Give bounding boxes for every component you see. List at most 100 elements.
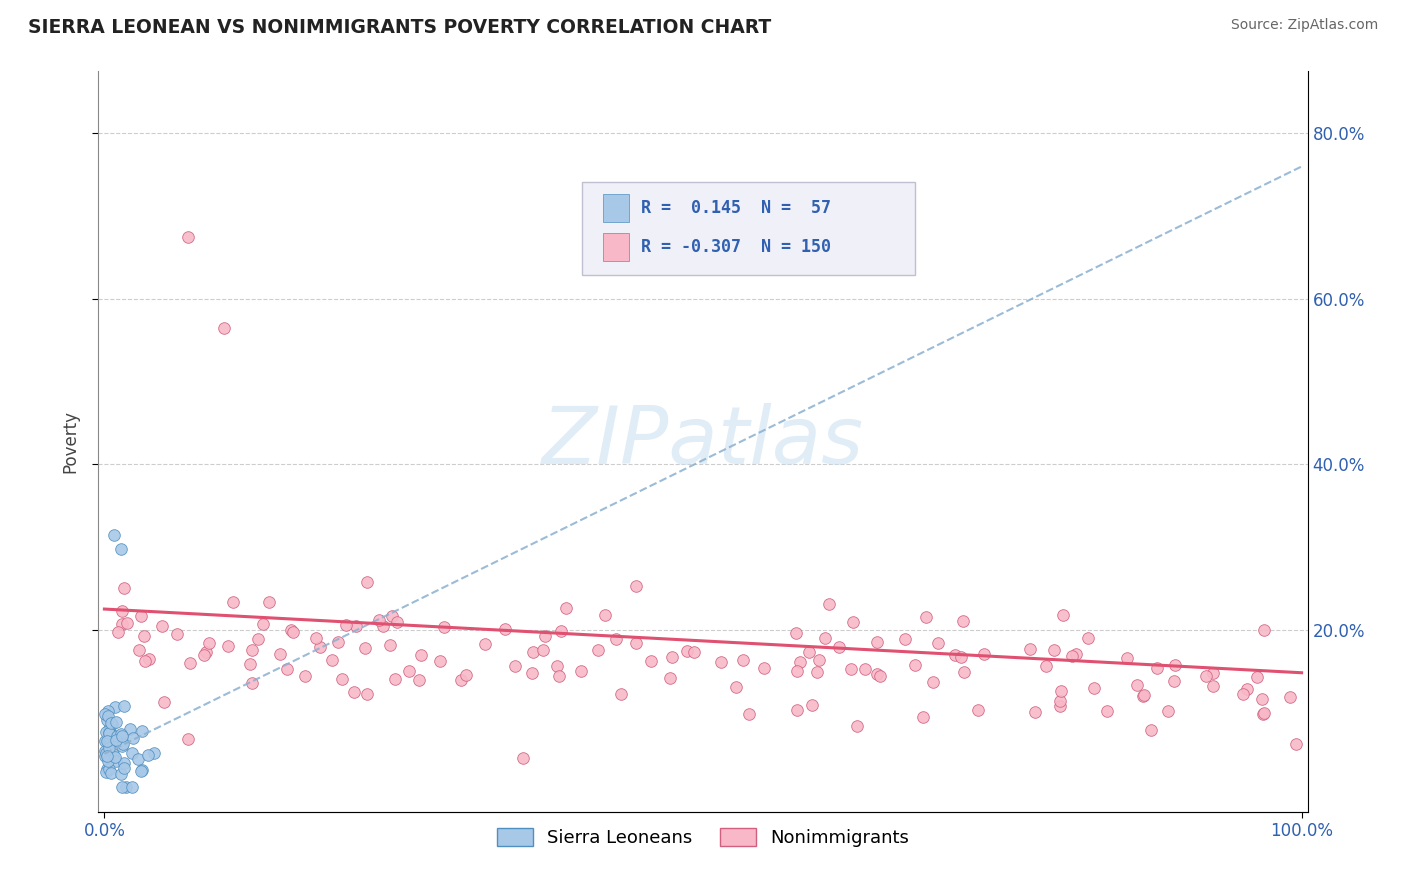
Point xyxy=(1232,687,1254,701)
Point xyxy=(785,625,807,640)
Point xyxy=(548,668,571,682)
Point xyxy=(131,763,153,777)
Point xyxy=(894,632,917,646)
Point xyxy=(98,725,121,739)
Point xyxy=(100,765,122,780)
Point xyxy=(98,731,121,746)
Point xyxy=(973,648,995,662)
Point xyxy=(132,629,155,643)
Point xyxy=(1126,678,1149,692)
Point xyxy=(586,643,609,657)
Point xyxy=(1115,651,1137,665)
Point xyxy=(111,739,134,754)
Point xyxy=(546,658,568,673)
Point xyxy=(1132,689,1154,703)
Point xyxy=(305,631,328,645)
Point xyxy=(134,654,156,668)
Point xyxy=(1049,694,1071,708)
Point xyxy=(1049,683,1071,698)
Point xyxy=(1140,723,1163,737)
Point xyxy=(818,598,841,612)
Point xyxy=(799,645,821,659)
Point xyxy=(93,749,115,764)
Point xyxy=(94,765,117,780)
Y-axis label: Poverty: Poverty xyxy=(62,410,80,473)
Point xyxy=(659,671,682,685)
Point xyxy=(97,704,120,718)
Point xyxy=(569,664,592,678)
Point xyxy=(1043,643,1066,657)
Point xyxy=(1236,681,1258,696)
Point xyxy=(915,609,938,624)
Point xyxy=(550,624,572,639)
Point xyxy=(853,662,876,676)
Point xyxy=(1095,704,1118,718)
Point xyxy=(605,632,627,646)
Point xyxy=(98,741,121,756)
Point xyxy=(101,717,124,731)
Point xyxy=(121,780,143,794)
Point xyxy=(456,668,478,682)
Point xyxy=(115,780,138,794)
Point xyxy=(1146,661,1168,675)
Point xyxy=(105,732,128,747)
Point xyxy=(335,618,357,632)
Point xyxy=(842,615,865,629)
Point xyxy=(1049,699,1071,714)
Point xyxy=(104,700,127,714)
Point xyxy=(120,722,142,736)
Point xyxy=(531,642,554,657)
Point xyxy=(534,629,557,643)
Point xyxy=(94,744,117,758)
Point xyxy=(731,653,754,667)
Point xyxy=(217,639,239,653)
Point xyxy=(121,746,143,760)
Point xyxy=(96,749,118,764)
Point xyxy=(240,642,263,657)
Point xyxy=(152,695,174,709)
Point xyxy=(1251,707,1274,722)
Point xyxy=(111,616,134,631)
Point xyxy=(104,750,127,764)
Point xyxy=(411,648,433,662)
Point xyxy=(115,616,138,631)
Point xyxy=(1064,648,1087,662)
Point xyxy=(179,656,201,670)
Text: Source: ZipAtlas.com: Source: ZipAtlas.com xyxy=(1230,18,1378,32)
Point xyxy=(194,645,217,659)
Point xyxy=(321,653,343,667)
Point xyxy=(675,643,697,657)
Point xyxy=(952,614,974,628)
Point xyxy=(96,724,118,739)
Point xyxy=(354,640,377,655)
Point xyxy=(101,747,124,761)
Point xyxy=(789,655,811,669)
Point xyxy=(520,665,543,680)
Point xyxy=(136,748,159,763)
Point xyxy=(111,780,134,794)
Point xyxy=(384,672,406,686)
Point xyxy=(212,320,235,334)
Point xyxy=(276,662,298,676)
Point xyxy=(98,722,121,736)
FancyBboxPatch shape xyxy=(582,183,915,275)
Point xyxy=(1246,670,1268,684)
Point xyxy=(640,654,662,668)
Point xyxy=(373,619,395,633)
Point xyxy=(98,740,121,755)
Point xyxy=(131,609,153,624)
Point xyxy=(193,648,215,662)
Point xyxy=(97,735,120,749)
Point xyxy=(343,685,366,699)
Point xyxy=(522,645,544,659)
Point xyxy=(103,733,125,747)
Point xyxy=(943,648,966,662)
Point xyxy=(94,734,117,748)
Point xyxy=(328,635,350,649)
Point xyxy=(1157,704,1180,718)
Point xyxy=(97,763,120,777)
Point xyxy=(356,574,378,589)
Point xyxy=(1062,649,1084,664)
Point xyxy=(866,667,889,681)
Point xyxy=(257,594,280,608)
